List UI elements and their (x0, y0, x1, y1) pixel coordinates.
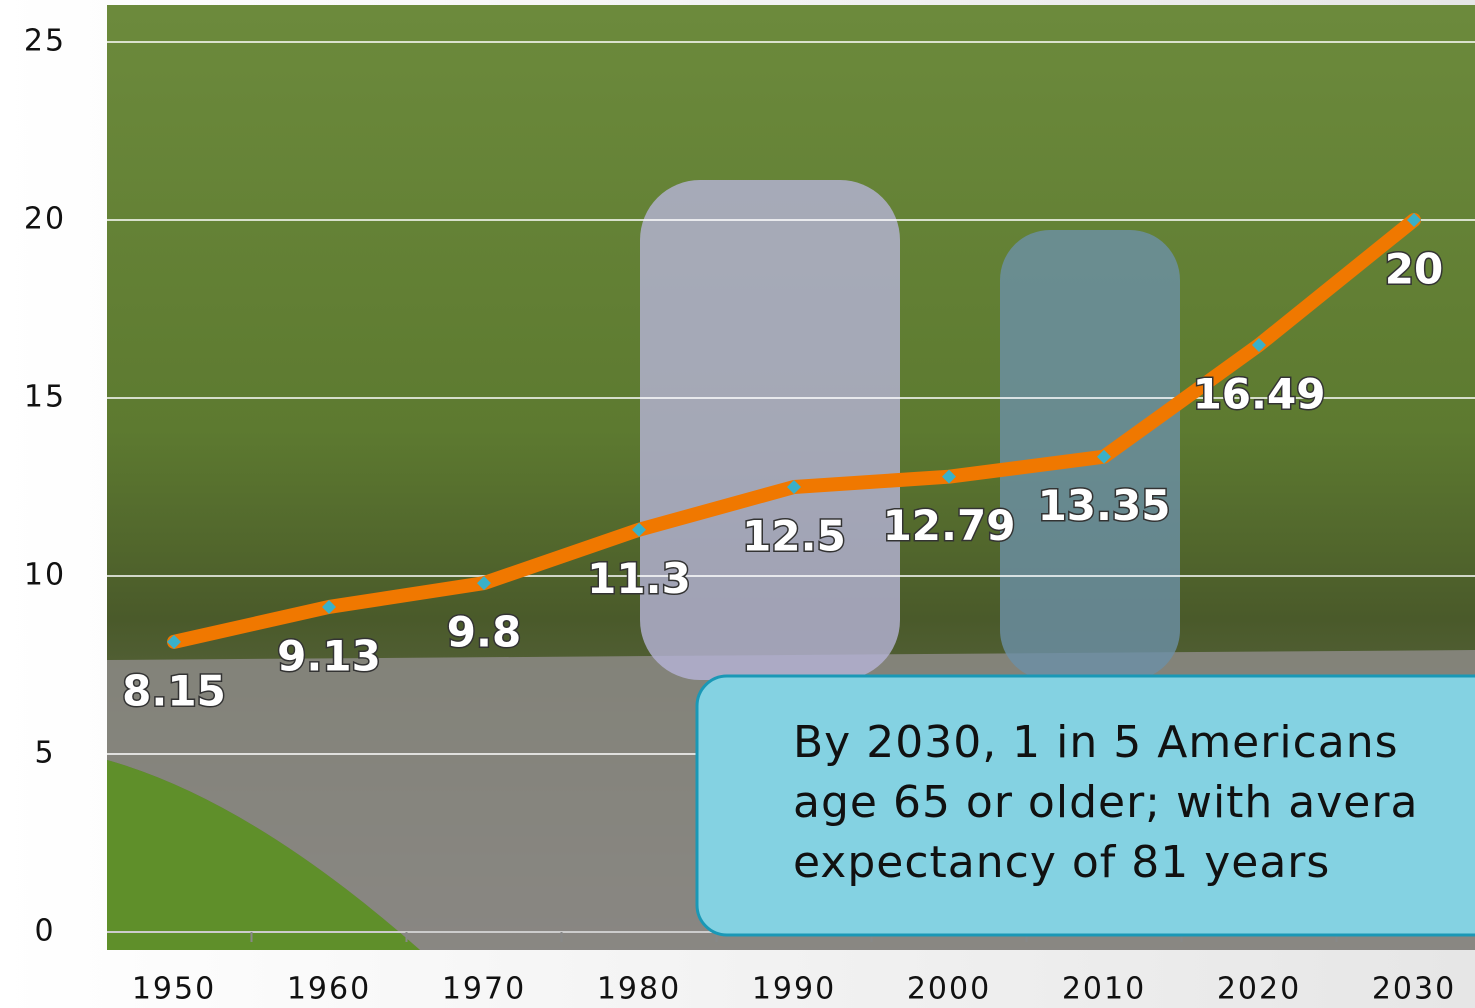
x-tick-label: 1950 (132, 972, 216, 1007)
x-tick-label: 2000 (907, 972, 991, 1007)
data-label: 13.35 (1038, 481, 1171, 530)
data-label: 12.5 (742, 512, 846, 561)
data-label: 9.8 (447, 608, 521, 657)
marker (322, 599, 336, 614)
annotation-line: expectancy of 81 years (793, 837, 1330, 888)
figure-man (640, 180, 900, 680)
marker (477, 576, 491, 591)
marker (632, 522, 646, 537)
y-tick-label: 15 (24, 380, 66, 415)
x-tick-label: 1960 (287, 972, 371, 1007)
data-label: 12.79 (883, 501, 1016, 550)
y-tick-label: 10 (24, 558, 66, 593)
grass (107, 760, 420, 950)
annotation-line: By 2030, 1 in 5 Americans (793, 717, 1399, 768)
marker (1252, 337, 1266, 352)
y-tick-label: 20 (24, 202, 66, 237)
marker (1407, 213, 1421, 227)
y-tick-label: 25 (24, 24, 66, 59)
marker (1097, 449, 1111, 464)
y-tick-label: 0 (34, 914, 55, 949)
x-tick-label: 1980 (597, 972, 681, 1007)
x-tick-label: 2030 (1372, 972, 1456, 1007)
data-label: 20 (1385, 245, 1443, 294)
annotation-box (695, 674, 1475, 937)
annotation: By 2030, 1 in 5 Americans age 65 or olde… (695, 674, 1475, 937)
annotation-line: age 65 or older; with avera (793, 777, 1418, 828)
x-tick-label: 2020 (1217, 972, 1301, 1007)
data-label: 11.3 (587, 554, 691, 603)
marker (167, 634, 181, 649)
data-label: 8.15 (122, 666, 226, 715)
data-label: 16.49 (1193, 369, 1326, 418)
x-tick-label: 1990 (752, 972, 836, 1007)
x-tick-label: 1970 (442, 972, 526, 1007)
x-tick-label: 2010 (1062, 972, 1146, 1007)
marker (942, 469, 956, 484)
marker (787, 480, 801, 494)
y-tick-label: 5 (34, 736, 55, 771)
data-label: 9.13 (277, 631, 381, 680)
